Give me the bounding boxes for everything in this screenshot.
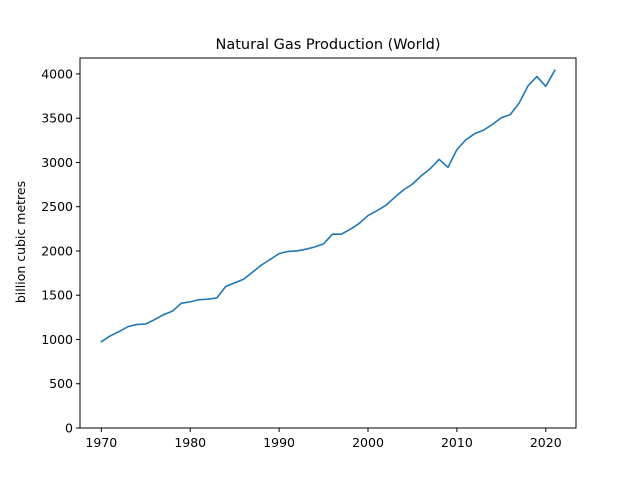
- y-tick-label: 1000: [41, 332, 73, 347]
- series-line: [100, 69, 556, 343]
- plot-area: [100, 69, 556, 343]
- x-tick-label: 2020: [530, 435, 562, 450]
- y-tick-label: 3000: [41, 155, 73, 170]
- y-tick-label: 2500: [41, 199, 73, 214]
- x-tick-label: 1990: [263, 435, 295, 450]
- y-axis-label: billion cubic metres: [13, 181, 28, 303]
- y-tick-label: 4000: [41, 66, 73, 81]
- plot-frame: [79, 57, 577, 429]
- y-axis: 0 500 1000 1500 2000 2500 3000 3500 4000: [41, 66, 80, 436]
- y-tick-label: 500: [49, 376, 73, 391]
- y-tick-label: 2000: [41, 243, 73, 258]
- y-tick-label: 1500: [41, 288, 73, 303]
- x-tick-label: 1970: [85, 435, 117, 450]
- x-tick-label: 2000: [352, 435, 384, 450]
- y-tick-label: 3500: [41, 111, 73, 126]
- y-tick-label: 0: [65, 421, 73, 436]
- chart-title: Natural Gas Production (World): [216, 37, 441, 53]
- x-tick-label: 1980: [174, 435, 206, 450]
- x-tick-label: 2010: [441, 435, 473, 450]
- x-axis: 1970 1980 1990 2000 2010 2020: [85, 428, 562, 450]
